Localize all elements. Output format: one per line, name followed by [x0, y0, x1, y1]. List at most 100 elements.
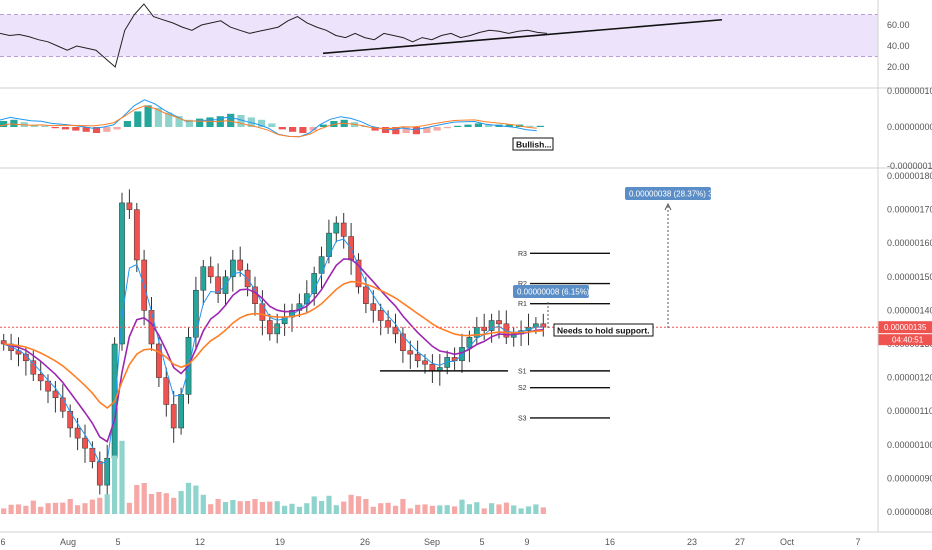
candle-body	[237, 259, 244, 271]
macd-histogram-bar	[433, 127, 441, 131]
level-label: S2	[518, 385, 527, 392]
volume-bar	[496, 504, 502, 514]
volume-bar	[193, 485, 199, 514]
price-tick-label: 0.00000100	[887, 440, 932, 450]
volume-bar	[30, 500, 36, 514]
volume-bar	[304, 503, 310, 514]
volume-bar	[75, 505, 81, 514]
volume-bar	[370, 506, 376, 514]
measure-tag-large-text: 0.00000038 (28.37%) 38	[629, 190, 718, 199]
macd-histogram-bar	[402, 127, 410, 133]
macd-histogram-bar	[392, 127, 400, 135]
candle-body	[37, 373, 44, 382]
volume-bar	[540, 507, 546, 514]
measure-tag-small[interactable]: 0.00000008 (6.15%) 8	[513, 285, 597, 298]
time-tick-label: 6	[0, 537, 5, 547]
candle-body	[370, 303, 377, 311]
candle-body	[200, 266, 207, 291]
measure-tag-large[interactable]: 0.00000038 (28.37%) 38	[625, 187, 718, 200]
macd-histogram-bar	[92, 127, 101, 133]
last-price-tag	[878, 321, 932, 334]
volume-bar	[104, 494, 110, 514]
candle-body	[311, 273, 318, 294]
candle-body	[89, 447, 96, 462]
macd-histogram-bar	[72, 127, 80, 131]
macd-histogram-bar	[464, 124, 472, 127]
volume-bar	[319, 501, 325, 514]
macd-histogram-bar	[41, 125, 49, 127]
volume-bar	[452, 506, 458, 514]
volume-bar	[67, 499, 73, 514]
volume-bar	[459, 499, 465, 514]
volume-bar	[8, 504, 14, 514]
macd-histogram-bar	[330, 121, 338, 127]
volume-bar	[533, 504, 539, 514]
candle-body	[96, 461, 103, 486]
volume-bar	[178, 491, 184, 514]
volume-bar	[1, 508, 7, 514]
price-tick-label: 0.00000180	[887, 171, 932, 181]
rsi-band	[0, 14, 878, 57]
candle-body	[540, 323, 547, 328]
macd-histogram-bar	[31, 124, 39, 127]
level-label: S1	[518, 368, 527, 375]
candle-body	[481, 326, 488, 331]
bullish-annotation[interactable]: Bullish...	[512, 137, 554, 151]
price-panel: R3 R2 R1 S1 S2 S3	[0, 189, 878, 514]
price-axis: 0.00000180 0.00000170 0.00000160 0.00000150…	[878, 171, 932, 517]
volume-bar	[326, 495, 332, 514]
candle-body	[422, 360, 428, 365]
candle-body	[459, 347, 465, 362]
macd-histogram-bar	[423, 127, 431, 133]
candle-body	[414, 353, 421, 362]
macd-histogram-bar	[10, 119, 18, 127]
volume-bar	[252, 499, 258, 514]
volume-bar	[245, 501, 251, 514]
volume-bar	[274, 501, 280, 514]
rsi-line	[0, 3, 548, 68]
volume-bar	[119, 440, 125, 514]
volume-bar	[134, 485, 140, 514]
price-tick-label: 0.00000140	[887, 305, 932, 315]
volume-bar	[267, 501, 273, 514]
candle-body	[170, 404, 177, 429]
time-tick-label: 7	[855, 537, 860, 547]
rsi-panel: 60.00 40.00 20.00	[0, 3, 932, 89]
candle-body	[119, 202, 125, 345]
volume-bar	[141, 483, 147, 514]
candle-body	[82, 437, 88, 449]
volume-bar	[444, 505, 450, 514]
price-tick-label: 0.00000090	[887, 473, 932, 483]
volume-bar	[89, 499, 95, 514]
support-annotation[interactable]: Needs to hold support.	[553, 323, 654, 337]
volume-bar	[163, 493, 169, 514]
time-tick-label: 26	[360, 537, 370, 547]
macd-histogram-bar	[134, 111, 142, 127]
candle-body	[156, 343, 162, 378]
rsi-tick-label: 40.00	[887, 41, 910, 51]
macd-line	[0, 99, 537, 138]
macd-histogram-bar	[526, 125, 534, 127]
price-tick-label: 0.00000170	[887, 205, 932, 215]
candle-body	[377, 310, 384, 321]
macd-histogram-bar	[536, 125, 544, 127]
candle-body	[126, 202, 133, 210]
candle-body	[0, 340, 7, 345]
macd-histogram-bar	[144, 105, 152, 127]
time-tick-label: 19	[275, 537, 285, 547]
macd-panel: 0.00000010 0.00000000 -0.00000010	[0, 86, 932, 171]
volume-bar	[222, 502, 229, 514]
time-tick-label: Sep	[424, 537, 440, 547]
macd-histogram-bar	[258, 119, 266, 127]
macd-histogram-bar	[51, 127, 59, 129]
macd-histogram-bar	[289, 127, 297, 132]
rsi-tick-label: 20.00	[887, 62, 910, 72]
volume-bar	[148, 494, 155, 514]
candle-body	[385, 320, 391, 328]
macd-tick-label: 0.00000000	[887, 122, 932, 132]
volume-bar	[97, 497, 103, 514]
time-tick-label: 5	[479, 537, 484, 547]
measure-tag-small-text: 0.00000008 (6.15%) 8	[517, 288, 597, 297]
